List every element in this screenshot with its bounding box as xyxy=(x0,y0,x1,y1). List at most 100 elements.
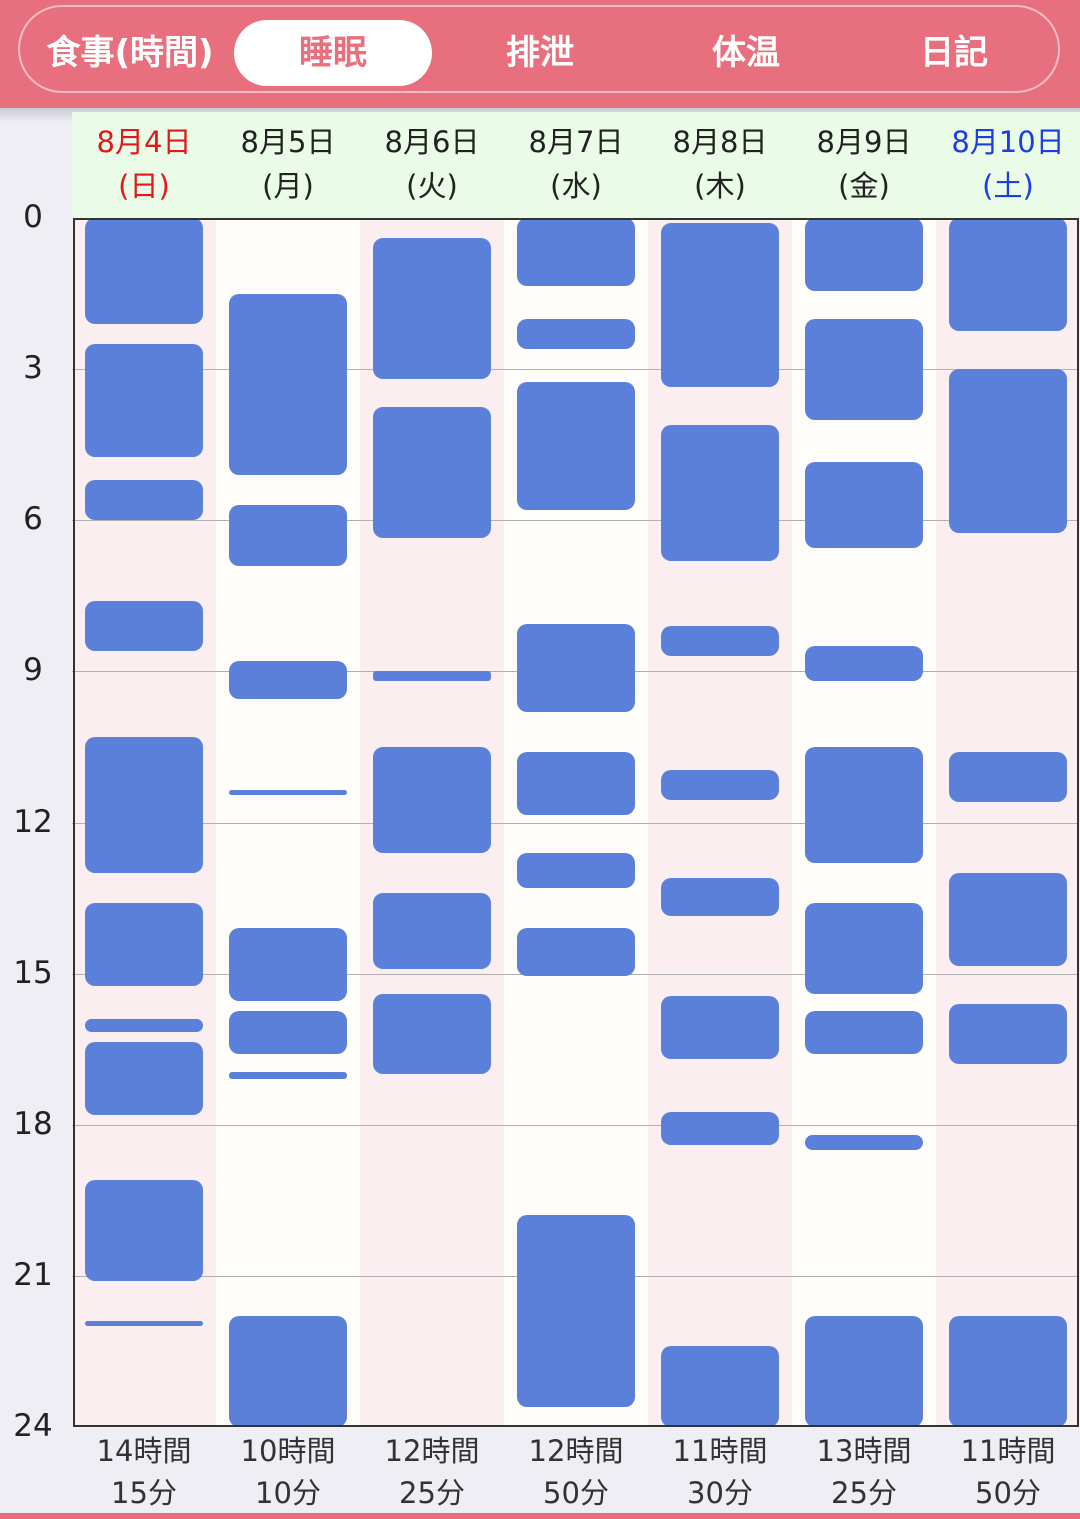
sleep-block[interactable] xyxy=(85,736,203,873)
day-weekday-label: (土) xyxy=(982,169,1034,203)
sleep-total-hours: 14時間 xyxy=(96,1434,192,1468)
sleep-block[interactable] xyxy=(85,903,203,987)
tab-temperature[interactable]: 体温 xyxy=(712,33,780,73)
sleep-total-hours: 13時間 xyxy=(816,1434,912,1468)
day-header: 8月4日 (日) xyxy=(72,120,216,208)
sleep-block[interactable] xyxy=(949,872,1067,967)
tab-meal-time[interactable]: 食事(時間) xyxy=(46,33,214,73)
sleep-block[interactable] xyxy=(661,769,779,800)
sleep-block[interactable] xyxy=(949,1316,1067,1427)
sleep-total-hours: 10時間 xyxy=(240,1434,336,1468)
sleep-block[interactable] xyxy=(805,746,923,863)
sleep-block[interactable] xyxy=(949,369,1067,533)
sleep-block[interactable] xyxy=(85,343,203,458)
sleep-block[interactable] xyxy=(85,1180,203,1281)
tab-diary[interactable]: 日記 xyxy=(920,33,988,73)
day-sleep-total: 10時間 10分 xyxy=(216,1430,360,1514)
sleep-total-hours: 12時間 xyxy=(528,1434,624,1468)
hour-gridline xyxy=(72,823,1078,824)
day-date-label: 8月7日 xyxy=(528,125,624,159)
sleep-total-minutes: 30分 xyxy=(687,1476,753,1510)
sleep-block[interactable] xyxy=(85,1321,203,1327)
sleep-block[interactable] xyxy=(661,626,779,657)
day-date-label: 8月9日 xyxy=(816,125,912,159)
day-column[interactable] xyxy=(648,218,792,1427)
sleep-block[interactable] xyxy=(229,1316,347,1427)
sleep-block[interactable] xyxy=(805,318,923,420)
y-axis-hour-label: 21 xyxy=(13,1256,53,1293)
sleep-block[interactable] xyxy=(229,661,347,700)
sleep-block[interactable] xyxy=(805,646,923,682)
sleep-block[interactable] xyxy=(373,406,491,538)
sleep-total-minutes: 25分 xyxy=(399,1476,465,1510)
sleep-block[interactable] xyxy=(517,751,635,815)
sleep-total-hours: 11時間 xyxy=(672,1434,768,1468)
day-header: 8月8日 (木) xyxy=(648,120,792,208)
y-axis-hour-label: 3 xyxy=(23,350,43,387)
sleep-block[interactable] xyxy=(517,623,635,712)
sleep-block[interactable] xyxy=(229,928,347,1002)
sleep-block[interactable] xyxy=(85,1018,203,1032)
hour-gridline xyxy=(72,1125,1078,1126)
sleep-block[interactable] xyxy=(517,1215,635,1407)
hour-gridline xyxy=(72,369,1078,370)
day-weekday-label: (月) xyxy=(262,169,314,203)
y-axis-hour-label: 9 xyxy=(23,652,43,689)
sleep-total-minutes: 25分 xyxy=(831,1476,897,1510)
tab-excretion[interactable]: 排泄 xyxy=(506,33,574,73)
day-sleep-total: 14時間 15分 xyxy=(72,1430,216,1514)
sleep-block[interactable] xyxy=(949,218,1067,332)
sleep-block[interactable] xyxy=(661,223,779,387)
day-header: 8月5日 (月) xyxy=(216,120,360,208)
sleep-block[interactable] xyxy=(229,1071,347,1080)
day-weekday-label: (木) xyxy=(694,169,746,203)
sleep-total-minutes: 15分 xyxy=(111,1476,177,1510)
sleep-block[interactable] xyxy=(517,928,635,977)
sleep-block[interactable] xyxy=(661,1112,779,1145)
sleep-block[interactable] xyxy=(85,600,203,652)
tab-sleep[interactable]: 睡眠 xyxy=(234,20,432,86)
sleep-total-minutes: 50分 xyxy=(975,1476,1041,1510)
sleep-block[interactable] xyxy=(517,318,635,349)
sleep-block[interactable] xyxy=(373,893,491,969)
day-sleep-total: 11時間 30分 xyxy=(648,1430,792,1514)
sleep-block[interactable] xyxy=(229,789,347,795)
sleep-block[interactable] xyxy=(373,238,491,380)
sleep-block[interactable] xyxy=(517,381,635,511)
sleep-block[interactable] xyxy=(805,1011,923,1055)
sleep-block[interactable] xyxy=(229,505,347,566)
day-date-label: 8月10日 xyxy=(951,125,1065,159)
sleep-block[interactable] xyxy=(805,1316,923,1427)
sleep-block[interactable] xyxy=(85,218,203,324)
day-weekday-label: (火) xyxy=(406,169,458,203)
sleep-block[interactable] xyxy=(805,218,923,292)
sleep-block[interactable] xyxy=(229,1011,347,1055)
sleep-block[interactable] xyxy=(805,462,923,548)
day-weekday-label: (金) xyxy=(838,169,890,203)
sleep-chart-grid xyxy=(72,218,1080,1427)
sleep-block[interactable] xyxy=(373,746,491,853)
sleep-block[interactable] xyxy=(661,1346,779,1427)
sleep-block[interactable] xyxy=(85,1041,203,1115)
sleep-block[interactable] xyxy=(517,852,635,888)
sleep-block[interactable] xyxy=(805,1134,923,1150)
sleep-block[interactable] xyxy=(373,993,491,1075)
sleep-block[interactable] xyxy=(517,218,635,286)
y-axis-hour-label: 12 xyxy=(13,803,53,840)
top-tab-bar: 食事(時間) 睡眠 排泄 体温 日記 xyxy=(0,0,1080,108)
sleep-total-hours: 11時間 xyxy=(960,1434,1056,1468)
hour-gridline xyxy=(72,520,1078,521)
day-date-label: 8月5日 xyxy=(240,125,336,159)
sleep-block[interactable] xyxy=(949,1003,1067,1065)
y-axis-hour-label: 24 xyxy=(13,1408,53,1444)
sleep-block[interactable] xyxy=(229,293,347,475)
sleep-block[interactable] xyxy=(949,751,1067,803)
sleep-block[interactable] xyxy=(85,479,203,521)
sleep-block[interactable] xyxy=(661,996,779,1060)
sleep-block[interactable] xyxy=(661,424,779,561)
sleep-block[interactable] xyxy=(805,903,923,994)
day-sleep-total: 11時間 50分 xyxy=(936,1430,1080,1514)
sleep-block[interactable] xyxy=(373,671,491,682)
day-weekday-label: (日) xyxy=(118,169,170,203)
sleep-block[interactable] xyxy=(661,877,779,916)
